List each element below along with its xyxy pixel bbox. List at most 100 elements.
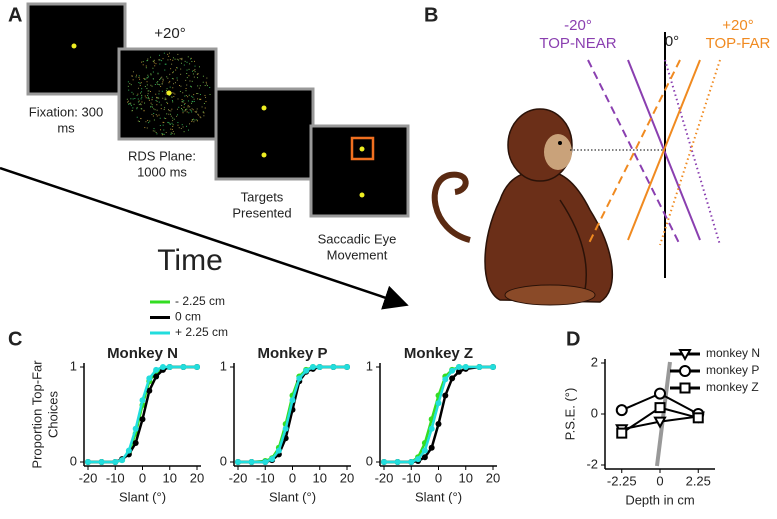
noise-dot	[143, 109, 145, 111]
noise-dot	[191, 80, 193, 82]
noise-dot	[153, 59, 155, 61]
noise-dot	[194, 119, 196, 121]
noise-dot	[186, 111, 188, 113]
noise-dot	[147, 119, 149, 121]
noise-dot	[141, 108, 143, 110]
noise-dot	[191, 95, 193, 97]
noise-dot	[187, 105, 189, 107]
noise-dot	[183, 131, 185, 133]
noise-dot	[168, 110, 170, 112]
noise-dot	[169, 94, 171, 96]
noise-dot	[180, 58, 182, 60]
noise-dot	[186, 73, 188, 75]
noise-dot	[127, 100, 129, 102]
marker	[615, 404, 628, 417]
noise-dot	[168, 82, 170, 84]
noise-dot	[192, 101, 194, 103]
noise-dot	[138, 121, 140, 123]
noise-dot	[161, 90, 163, 92]
noise-dot	[193, 94, 195, 96]
legend-label: monkey N	[706, 346, 760, 360]
noise-dot	[153, 119, 155, 121]
noise-dot	[147, 93, 149, 95]
noise-dot	[176, 115, 178, 117]
noise-dot	[191, 61, 193, 63]
noise-dot	[182, 101, 184, 103]
noise-dot	[161, 60, 163, 62]
plane-near	[664, 59, 721, 246]
noise-dot	[173, 95, 175, 97]
noise-dot	[199, 94, 201, 96]
noise-dot	[141, 101, 143, 103]
noise-dot	[197, 98, 199, 100]
noise-dot	[176, 67, 178, 69]
noise-dot	[132, 79, 134, 81]
marker	[455, 368, 462, 375]
marker	[112, 459, 119, 465]
noise-dot	[181, 107, 183, 109]
noise-dot	[185, 87, 187, 89]
noise-dot	[130, 103, 132, 105]
noise-dot	[164, 97, 166, 99]
marker	[132, 440, 139, 446]
noise-dot	[168, 55, 170, 57]
noise-dot	[188, 112, 190, 114]
noise-dot	[148, 122, 150, 124]
legend-label: - 2.25 cm	[175, 294, 225, 308]
noise-dot	[185, 109, 187, 111]
screen-caption: RDS Plane:	[128, 148, 196, 163]
noise-dot	[154, 65, 156, 67]
noise-dot	[137, 98, 139, 100]
noise-dot	[193, 76, 195, 78]
noise-dot	[185, 90, 187, 92]
noise-dot	[159, 79, 161, 81]
noise-dot	[146, 81, 148, 83]
marker	[344, 364, 350, 370]
noise-dot	[159, 54, 161, 56]
noise-dot	[165, 89, 167, 91]
noise-dot	[138, 100, 140, 102]
noise-dot	[198, 66, 200, 68]
noise-dot	[172, 101, 174, 103]
x-tick-label: 0	[435, 470, 442, 485]
noise-dot	[146, 76, 148, 78]
noise-dot	[176, 58, 178, 60]
noise-dot	[169, 73, 171, 75]
noise-dot	[165, 63, 167, 65]
noise-dot	[168, 122, 170, 124]
marker	[125, 447, 132, 454]
marker	[653, 416, 667, 429]
series-line	[384, 365, 493, 464]
noise-dot	[130, 98, 132, 100]
marker	[180, 364, 187, 370]
noise-dot	[158, 93, 160, 95]
noise-dot	[159, 125, 161, 127]
noise-dot	[165, 131, 167, 133]
noise-dot	[139, 82, 141, 84]
noise-dot	[202, 111, 204, 113]
noise-dot	[157, 81, 159, 83]
noise-dot	[171, 77, 173, 79]
screen	[214, 87, 315, 181]
noise-dot	[157, 73, 159, 75]
noise-dot	[182, 110, 184, 112]
noise-dot	[127, 81, 129, 83]
noise-dot	[177, 114, 179, 116]
marker	[692, 412, 704, 424]
noise-dot	[203, 102, 205, 104]
noise-dot	[179, 90, 181, 92]
far-label: TOP-FAR	[706, 35, 771, 52]
noise-dot	[158, 114, 160, 116]
marker	[428, 425, 435, 432]
noise-dot	[147, 96, 149, 98]
noise-dot	[156, 82, 158, 84]
marker	[194, 364, 200, 370]
noise-dot	[191, 119, 193, 121]
noise-dot	[171, 108, 173, 110]
noise-dot	[190, 86, 192, 88]
noise-dot	[169, 80, 171, 82]
noise-dot	[170, 113, 172, 115]
noise-dot	[150, 102, 152, 104]
noise-dot	[188, 94, 190, 96]
noise-dot	[168, 52, 170, 54]
